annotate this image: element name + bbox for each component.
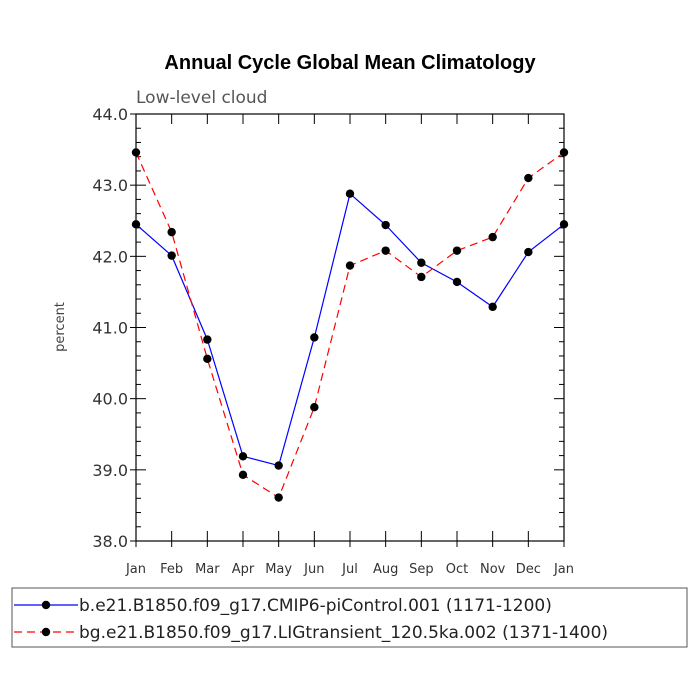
data-point: [203, 335, 212, 344]
data-point: [559, 148, 569, 157]
data-point: [488, 232, 497, 242]
legend-box: [11, 587, 688, 648]
data-point: [452, 246, 462, 255]
tick-labels: 38.0 39.0 40.0 41.0 42.0 43.0 44.0 Jan Feb Mar Apr…: [92, 105, 574, 577]
series-line-2: [135, 151, 565, 499]
x-tick-label: Apr: [232, 562, 255, 577]
data-point: [167, 227, 176, 237]
legend-marker: [41, 600, 51, 610]
data-point: [238, 452, 248, 461]
x-tick-label: Jan: [125, 562, 146, 577]
x-tick-label: Nov: [480, 562, 506, 577]
data-point: [381, 220, 390, 230]
y-axis-label: percent: [53, 302, 68, 352]
chart-subtitle: Low-level cloud: [136, 88, 267, 108]
x-tick-label: May: [265, 562, 292, 577]
data-point: [310, 403, 319, 412]
x-tick-label: Feb: [160, 562, 183, 577]
y-tick-label: 41.0: [92, 319, 128, 338]
data-point: [310, 333, 319, 342]
series-group: [131, 148, 569, 502]
y-tick-label: 43.0: [92, 176, 128, 195]
x-tick-label: Jul: [341, 562, 358, 577]
data-point: [131, 148, 141, 157]
x-tick-label: Sep: [409, 562, 434, 577]
legend: b.e21.B1850.f09_g17.CMIP6-piControl.001 …: [14, 596, 608, 643]
data-point: [238, 470, 248, 480]
y-tick-label: 44.0: [92, 105, 128, 124]
legend-label-1: b.e21.B1850.f09_g17.CMIP6-piControl.001 …: [79, 596, 552, 616]
plot-frame: [135, 113, 565, 542]
data-point: [524, 247, 533, 257]
data-point: [274, 461, 283, 470]
data-point: [381, 246, 390, 255]
y-tick-label: 38.0: [92, 532, 128, 551]
data-point: [274, 493, 283, 502]
data-point: [345, 261, 355, 270]
axis-ticks: [130, 113, 565, 547]
x-tick-label: Jan: [553, 562, 574, 577]
data-point: [452, 277, 462, 287]
legend-label-2: bg.e21.B1850.f09_g17.LIGtransient_120.5k…: [79, 623, 608, 643]
data-point: [524, 173, 533, 183]
chart-title: Annual Cycle Global Mean Climatology: [164, 52, 536, 74]
y-tick-label: 42.0: [92, 247, 128, 266]
y-tick-label: 39.0: [92, 461, 128, 480]
legend-marker: [41, 627, 51, 637]
x-tick-label: Aug: [373, 562, 398, 577]
x-tick-label: Jun: [303, 562, 324, 577]
data-point: [167, 251, 176, 260]
data-point: [203, 354, 212, 364]
series-line-1: [135, 192, 565, 467]
x-tick-label: Mar: [195, 562, 220, 577]
x-tick-label: Dec: [516, 562, 541, 577]
data-point: [488, 302, 497, 312]
x-tick-label: Oct: [446, 562, 468, 577]
data-point: [345, 189, 355, 198]
data-point: [559, 220, 569, 229]
y-tick-label: 40.0: [92, 390, 128, 409]
data-point: [417, 258, 426, 267]
data-point: [417, 272, 426, 282]
data-point: [131, 220, 141, 229]
